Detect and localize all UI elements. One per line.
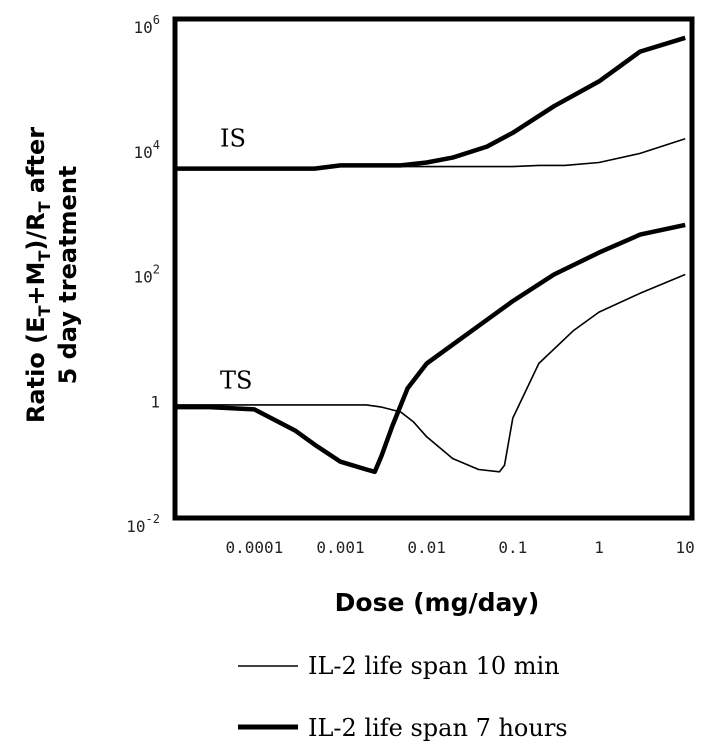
y-axis-label: Ratio (ET+MT)/RT after 5 day treatment <box>22 127 82 423</box>
series-line-is-thick <box>175 35 686 171</box>
plot-lines <box>175 35 686 475</box>
legend-label-thick: IL-2 life span 7 hours <box>308 714 568 742</box>
x-tick-label: 0.01 <box>407 538 446 557</box>
y-axis-label-line1: Ratio (ET+MT)/RT after <box>22 127 54 423</box>
plot-frame <box>172 16 695 521</box>
legend: IL-2 life span 10 min IL-2 life span 7 h… <box>238 652 568 742</box>
y-tick-labels: 10-2 1 102 104 106 <box>126 13 160 536</box>
y-tick-label: 104 <box>134 138 161 162</box>
x-tick-label: 10 <box>676 538 695 557</box>
x-tick-label: 1 <box>594 538 604 557</box>
x-tick-labels: 0.0001 0.001 0.01 0.1 1 10 <box>225 538 694 557</box>
series-line-ts-thick <box>175 222 686 475</box>
x-tick-label: 0.001 <box>316 538 364 557</box>
annotation-ts: TS <box>220 366 252 394</box>
annotations: IS TS <box>220 125 252 395</box>
y-tick-label: 102 <box>134 263 161 287</box>
x-tick-label: 0.1 <box>498 538 527 557</box>
y-axis-label-line2: 5 day treatment <box>54 166 82 385</box>
y-tick-label: 1 <box>150 392 160 411</box>
y-tick-label: 10-2 <box>126 512 160 536</box>
series-line-ts-thin <box>175 273 686 473</box>
legend-label-thin: IL-2 life span 10 min <box>308 652 560 680</box>
y-tick-label: 106 <box>134 13 161 37</box>
x-axis-label: Dose (mg/day) <box>335 588 540 617</box>
x-tick-label: 0.0001 <box>225 538 283 557</box>
annotation-is: IS <box>220 125 246 153</box>
